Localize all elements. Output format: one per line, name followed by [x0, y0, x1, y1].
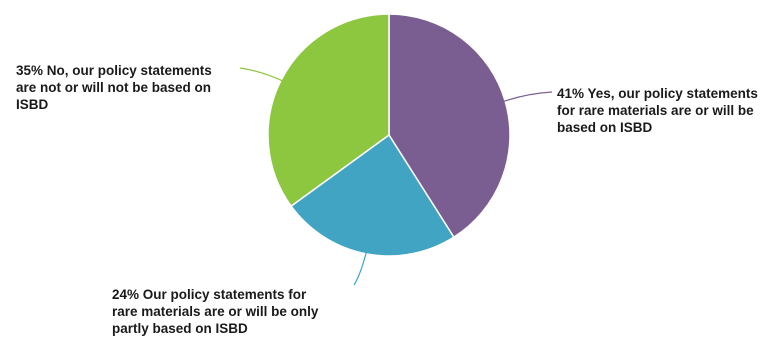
- slice-label-line: ISBD: [16, 97, 49, 112]
- slice-label-line: 35% No, our policy statements: [16, 63, 212, 78]
- slice-label-yes: 41% Yes, our policy statements for rare …: [557, 85, 758, 136]
- slice-label-line: partly based on ISBD: [112, 321, 248, 336]
- slice-label-line: 24% Our policy statements for: [112, 287, 307, 302]
- slice-label-line: based on ISBD: [557, 120, 653, 135]
- slice-label-line: for rare materials are or will be: [557, 103, 754, 118]
- slice-label-line: rare materials are or will be only: [112, 304, 319, 319]
- slice-label-no: 35% No, our policy statements are not or…: [16, 62, 212, 113]
- slice-label-line: 41% Yes, our policy statements: [557, 86, 758, 101]
- leader-line: [239, 67, 287, 84]
- leader-lines: [239, 67, 553, 286]
- leader-line: [499, 91, 553, 104]
- leader-line: [353, 247, 369, 286]
- slice-label-partly: 24% Our policy statements for rare mater…: [112, 286, 318, 337]
- slice-label-line: are not or will not be based on: [16, 80, 212, 95]
- pie-slices: [267, 13, 511, 257]
